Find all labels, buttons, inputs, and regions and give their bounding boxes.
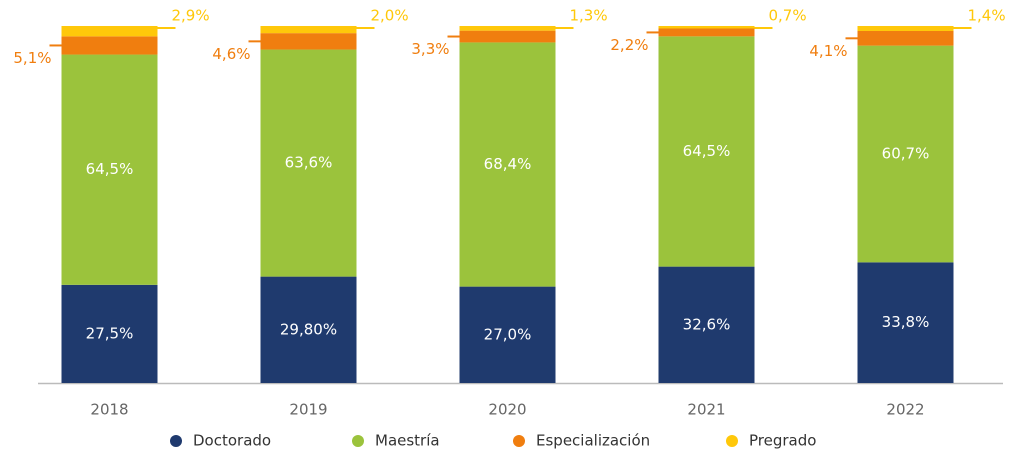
bar-segment	[658, 28, 755, 37]
data-label: 2,0%	[371, 7, 409, 25]
data-label: 64,5%	[86, 160, 134, 178]
bar-segment	[658, 26, 755, 29]
data-label: 33,8%	[882, 313, 930, 331]
data-label: 5,1%	[13, 49, 51, 67]
bar-segment	[857, 262, 954, 383]
legend-marker	[513, 435, 525, 447]
x-tick-label: 2019	[289, 401, 327, 419]
bar-segment	[857, 26, 954, 31]
bar-segment	[459, 30, 556, 43]
bar-segment	[61, 54, 158, 285]
bar-segment	[260, 49, 357, 277]
legend-marker	[352, 435, 364, 447]
x-tick-label: 2020	[488, 401, 526, 419]
data-label: 29,80%	[280, 320, 337, 338]
bar-segment	[61, 26, 158, 37]
bar-segment	[658, 36, 755, 267]
bar-segment	[260, 276, 357, 383]
data-label: 0,7%	[769, 7, 807, 25]
legend-label: Especialización	[536, 432, 650, 450]
bar-segment	[658, 266, 755, 383]
bar-segment	[61, 284, 158, 383]
bar-segment	[857, 30, 954, 46]
x-tick-label: 2018	[90, 401, 128, 419]
legend-label: Maestría	[375, 432, 440, 450]
data-label: 64,5%	[683, 142, 731, 160]
data-label: 1,4%	[968, 7, 1006, 25]
data-label: 63,6%	[285, 154, 333, 172]
data-label: 2,2%	[610, 36, 648, 54]
bar-segment	[260, 33, 357, 50]
bar-segment	[61, 36, 158, 55]
legend-label: Doctorado	[193, 432, 271, 450]
data-label: 3,3%	[411, 40, 449, 58]
legend-label: Pregrado	[749, 432, 816, 450]
bar-segment	[260, 26, 357, 34]
data-label: 4,1%	[809, 42, 847, 60]
data-label: 68,4%	[484, 155, 532, 173]
data-label: 32,6%	[683, 315, 731, 333]
bar-segment	[857, 45, 954, 263]
bar-segment	[459, 42, 556, 287]
data-label: 27,5%	[86, 324, 134, 342]
data-label: 60,7%	[882, 144, 930, 162]
x-tick-label: 2021	[687, 401, 725, 419]
data-label: 27,0%	[484, 325, 532, 343]
bar-segment	[459, 26, 556, 31]
data-label: 1,3%	[570, 7, 608, 25]
x-tick-label: 2022	[886, 401, 924, 419]
bar-segment	[459, 286, 556, 383]
data-label: 2,9%	[172, 7, 210, 25]
legend-marker	[726, 435, 738, 447]
data-label: 4,6%	[212, 45, 250, 63]
legend-marker	[170, 435, 182, 447]
